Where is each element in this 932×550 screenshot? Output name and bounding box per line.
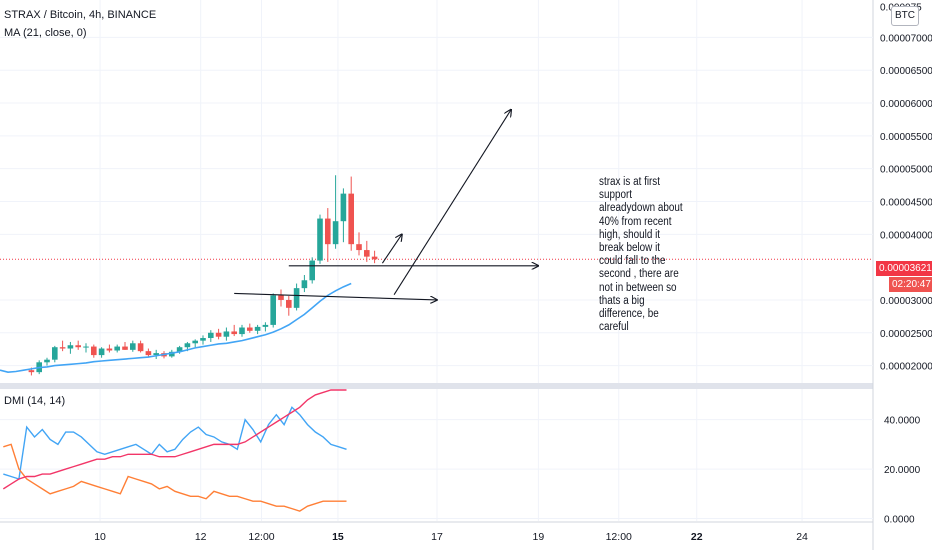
candle-body	[254, 326, 261, 331]
price-tick-label: 0.00006500	[880, 66, 932, 77]
candle-body	[137, 343, 144, 352]
dmi-tick-label: 0.0000	[884, 515, 915, 526]
candle-body	[169, 351, 175, 357]
candle-body	[208, 332, 214, 339]
candle-body	[184, 343, 191, 348]
time-tick-label: 19	[533, 531, 545, 543]
candle-body	[106, 348, 113, 351]
price-tick-label: 0.00003000	[880, 296, 932, 307]
time-tick-label: 15	[332, 531, 344, 543]
symbol-title: STRAX / Bitcoin, 4h, BINANCE	[4, 9, 157, 21]
candle-body	[286, 299, 292, 308]
time-tick-label: 10	[94, 531, 106, 543]
dmi-legend: DMI (14, 14)	[4, 395, 66, 407]
candlestick-series	[28, 175, 378, 376]
price-tick-label: 0.00007000	[880, 33, 932, 44]
candle-body	[91, 346, 97, 356]
adx-line	[2, 389, 347, 490]
candle-body	[340, 193, 347, 222]
trendline-arrow[interactable]	[234, 292, 437, 300]
price-tick-label: 0.00002000	[880, 362, 932, 373]
candle-body	[231, 331, 237, 335]
candle-body	[52, 347, 58, 360]
price-tick-label: 0.00004000	[880, 230, 932, 241]
grid	[0, 0, 874, 550]
candle-body	[145, 351, 152, 356]
candle-body	[83, 346, 89, 348]
candle-body	[317, 218, 323, 261]
dmi-axis: 40.0000 20.0000 0.0000	[884, 416, 921, 526]
candle-body	[176, 347, 183, 352]
price-tick-label: 0.00005500	[880, 132, 932, 143]
currency-button[interactable]: BTC	[891, 6, 919, 26]
dmi-series	[2, 389, 347, 512]
dmi-tick-label: 40.0000	[884, 416, 921, 427]
trendline-arrow[interactable]	[393, 110, 511, 295]
candle-body	[153, 353, 159, 356]
countdown-badge: 02:20:47	[889, 277, 932, 292]
candle-body	[223, 331, 230, 337]
time-tick-label: 22	[691, 531, 703, 543]
candle-body	[114, 346, 120, 351]
candle-body	[325, 218, 331, 245]
candle-body	[75, 345, 81, 348]
time-tick-label: 12:00	[248, 531, 274, 543]
price-tick-label: 0.00002500	[880, 329, 932, 340]
candle-body	[262, 324, 269, 327]
ma-legend: MA (21, close, 0)	[4, 27, 87, 39]
candle-body	[98, 348, 105, 356]
pane-separator	[0, 383, 873, 389]
candle-body	[200, 338, 206, 341]
candle-body	[278, 295, 284, 300]
trendlines[interactable]	[234, 110, 538, 300]
time-tick-label: 17	[431, 531, 443, 543]
last-price-badge: 0.00003621	[876, 261, 932, 276]
candle-body	[293, 288, 300, 308]
candle-body	[364, 250, 370, 257]
ma-series	[0, 282, 352, 373]
candle-body	[215, 332, 222, 337]
candle-body	[239, 327, 245, 335]
candle-body	[348, 193, 354, 245]
time-tick-label: 24	[796, 531, 808, 543]
candle-body	[247, 327, 253, 331]
candle-body	[332, 221, 339, 245]
plus-di-line	[3, 406, 347, 480]
candle-body	[28, 370, 35, 373]
candle-body	[67, 345, 74, 349]
dmi-tick-label: 20.0000	[884, 465, 921, 476]
candle-body	[371, 256, 378, 260]
candle-body	[192, 340, 198, 344]
time-tick-label: 12	[195, 531, 207, 543]
time-tick-label: 12:00	[606, 531, 632, 543]
candle-body	[122, 346, 128, 350]
trendline-arrow[interactable]	[381, 234, 402, 264]
candle-body	[270, 295, 276, 325]
annotation-text[interactable]: strax is at first support alreadydown ab…	[599, 176, 683, 334]
candle-body	[44, 359, 50, 363]
candle-body	[130, 343, 136, 350]
price-axis: 0.00007000 0.00006500 0.00006000 0.00005500…	[880, 3, 932, 373]
candle-body	[59, 347, 66, 349]
minus-di-line	[3, 443, 347, 512]
candle-body	[309, 260, 315, 281]
price-tick-label: 0.00006000	[880, 99, 932, 110]
ma-line	[0, 282, 352, 373]
candle-body	[356, 244, 362, 251]
price-tick-label: 0.00004500	[880, 198, 932, 209]
time-axis: 10 12 12:00 15 17 19 12:00 22 24	[94, 531, 808, 543]
price-tick-label: 0.00005000	[880, 165, 932, 176]
candle-body	[301, 280, 308, 289]
